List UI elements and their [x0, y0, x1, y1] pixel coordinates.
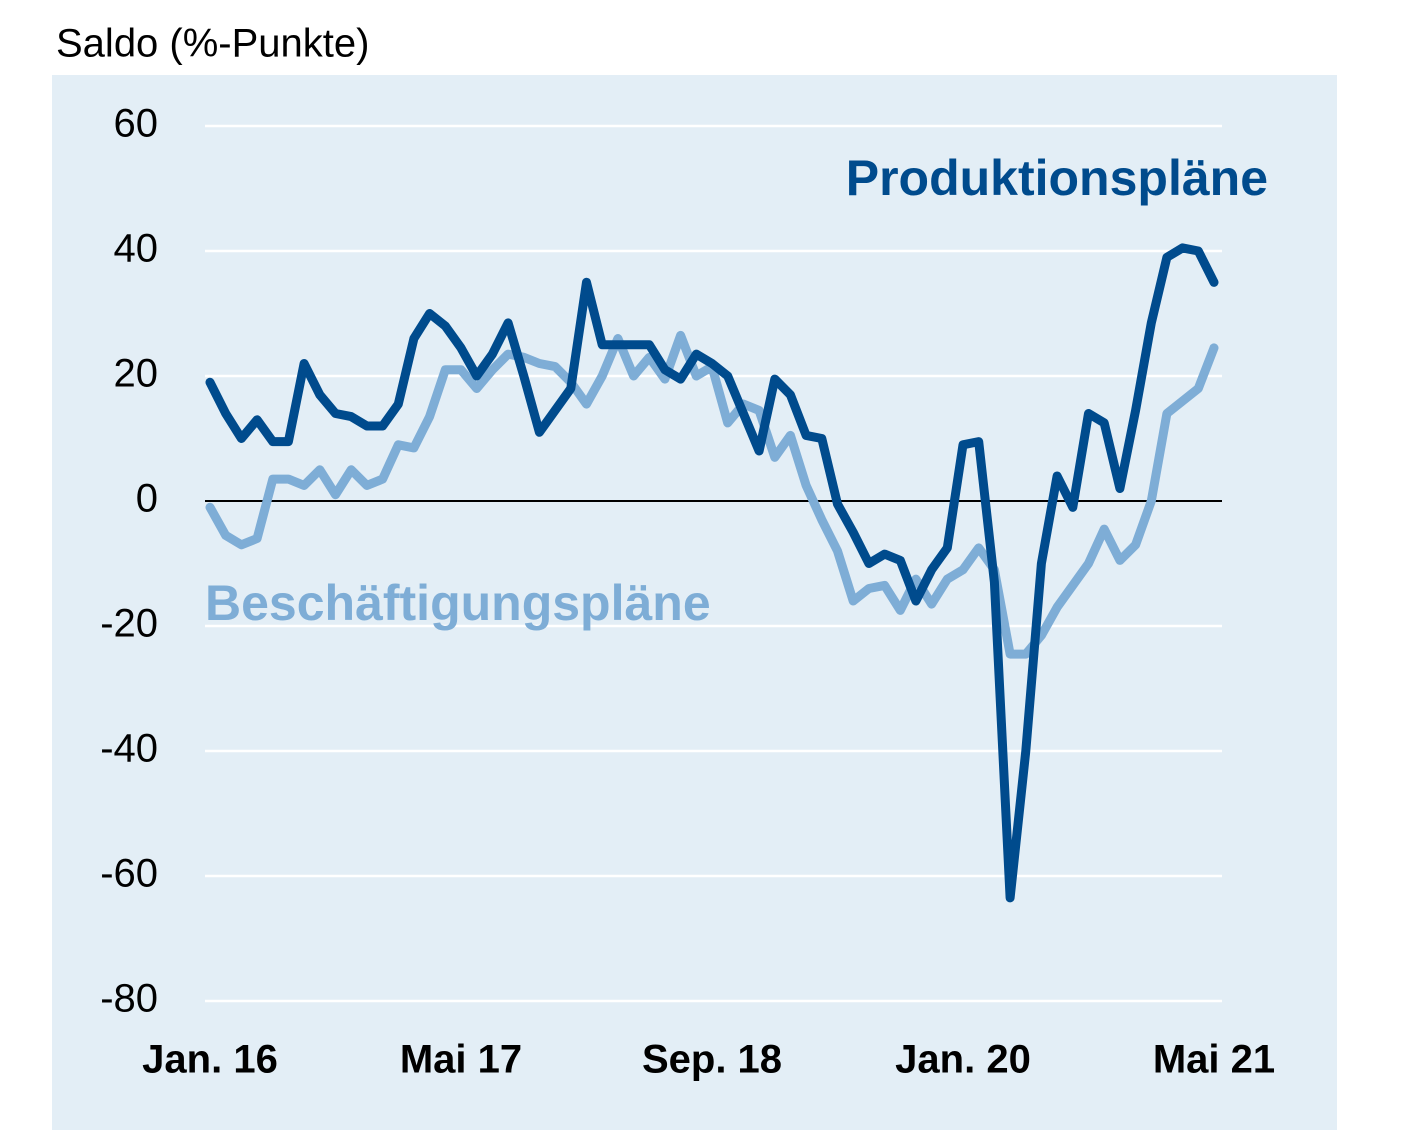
series-label: Beschäftigungspläne — [205, 575, 711, 631]
x-tick-label: Jan. 20 — [895, 1038, 1031, 1082]
y-tick-label: -20 — [100, 602, 158, 646]
y-tick-label: 20 — [114, 352, 159, 396]
axis-label: Saldo (%-Punkte) — [56, 22, 369, 66]
x-tick-label: Mai 21 — [1153, 1038, 1275, 1082]
x-tick-label: Sep. 18 — [642, 1038, 782, 1082]
y-tick-label: 40 — [114, 227, 159, 271]
y-tick-label: 0 — [136, 477, 158, 521]
series-label: Produktionspläne — [846, 150, 1268, 206]
y-tick-label: -60 — [100, 852, 158, 896]
y-tick-label: -40 — [100, 727, 158, 771]
y-tick-label: 60 — [114, 102, 159, 146]
y-tick-label: -80 — [100, 977, 158, 1021]
line-series — [205, 243, 1219, 903]
x-tick-label: Mai 17 — [400, 1038, 522, 1082]
x-tick-label: Jan. 16 — [142, 1038, 278, 1082]
